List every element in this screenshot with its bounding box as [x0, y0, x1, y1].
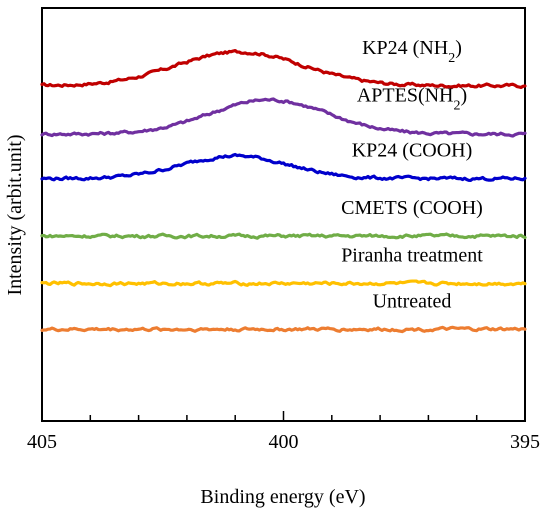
series-label: APTES(NH2) — [357, 85, 467, 114]
x-axis-ticks — [41, 411, 526, 421]
series-label: CMETS (COOH) — [341, 197, 483, 219]
series-labels: KP24 (NH2) APTES(NH2) KP24 (COOH) CMETS (CO… — [341, 37, 483, 313]
trace-kp24-nh — [40, 48, 527, 90]
series-label: KP24 (COOH) — [352, 140, 473, 162]
series-label: Untreated — [373, 290, 452, 312]
x-tick-label: 405 — [27, 431, 57, 453]
y-axis-title: Intensity (arbit.unit) — [4, 134, 26, 295]
x-tick-labels: 405 400 395 — [27, 431, 540, 453]
x-axis-title: Binding energy (eV) — [200, 486, 365, 508]
spectra-traces — [40, 48, 527, 334]
trace-aptes-nh — [40, 97, 527, 138]
series-label: KP24 (NH2) — [362, 37, 462, 66]
x-tick-label: 395 — [510, 431, 540, 453]
series-label: Piranha treatment — [341, 244, 483, 266]
x-tick-label: 400 — [269, 431, 299, 453]
trace-piranha-treatment — [40, 279, 527, 288]
trace-kp24-cooh — [40, 152, 527, 183]
trace-cmets-cooh — [40, 232, 527, 240]
trace-untreated — [40, 325, 527, 334]
